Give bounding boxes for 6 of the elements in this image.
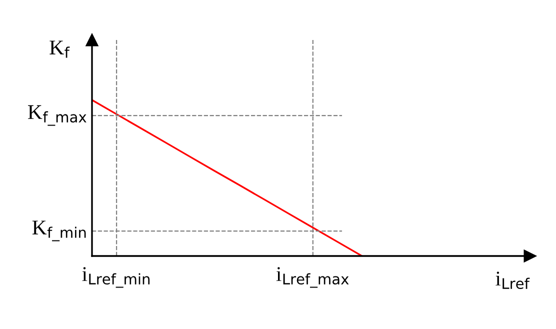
x-tick-label: i$_{Lref_max}$ [276, 267, 349, 288]
ref-line-label: K$_{f_min}$ [32, 220, 86, 242]
ref-line-label: K$_{f_max}$ [28, 105, 86, 126]
y-axis-title: K$_{f}$ [50, 40, 70, 58]
text: i$_{Lref}$ [496, 272, 530, 290]
x-tick-label: i$_{Lref_min}$ [82, 267, 150, 288]
